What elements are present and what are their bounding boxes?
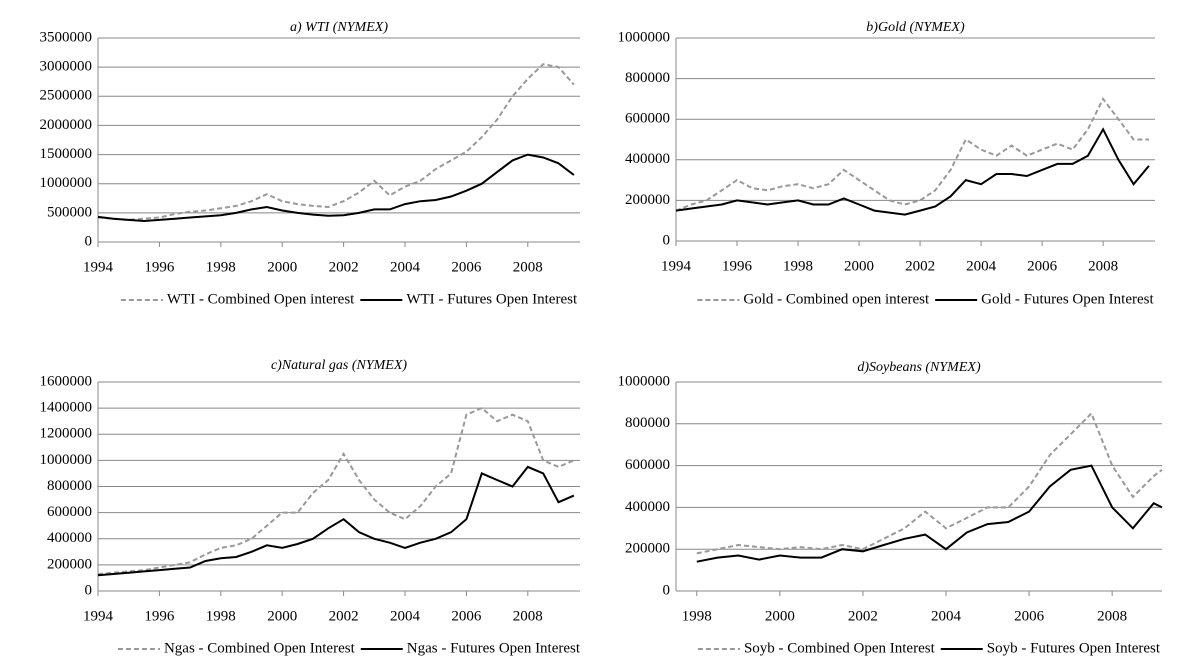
chart-title: d)Soybeans (NYMEX): [857, 360, 981, 375]
y-tick-label: 0: [663, 582, 671, 598]
x-tick-label: 1998: [682, 608, 712, 624]
x-tick-label: 2000: [765, 608, 795, 624]
legend-label: Soyb - Futures Open Interest: [987, 640, 1161, 656]
y-tick-label: 600000: [625, 111, 670, 127]
x-tick-label: 1994: [83, 259, 114, 275]
chart-title: b)Gold (NYMEX): [866, 20, 965, 35]
y-tick-label: 3500000: [40, 29, 93, 45]
x-tick-label: 1998: [206, 608, 236, 624]
y-tick-label: 800000: [625, 70, 670, 86]
x-tick-label: 1994: [83, 608, 114, 624]
y-tick-label: 1000000: [40, 452, 93, 468]
y-tick-label: 200000: [47, 556, 92, 572]
y-tick-label: 1000000: [618, 373, 671, 389]
x-tick-label: 2000: [267, 608, 297, 624]
legend-label: Ngas - Combined Open Interest: [164, 640, 356, 656]
y-tick-label: 800000: [625, 415, 670, 431]
x-tick-label: 2006: [1027, 258, 1058, 274]
legend-label: Gold - Futures Open Interest: [981, 291, 1154, 307]
x-tick-label: 2000: [844, 258, 874, 274]
y-tick-label: 1500000: [40, 146, 93, 162]
data-line: [675, 97, 1149, 212]
y-tick-label: 400000: [47, 530, 92, 546]
x-tick-label: 1994: [661, 258, 692, 274]
x-tick-label: 2004: [966, 258, 997, 274]
legend-label: Soyb - Combined Open Interest: [744, 640, 936, 656]
x-tick-label: 2006: [451, 608, 482, 624]
y-tick-label: 0: [85, 582, 93, 598]
y-tick-label: 1200000: [40, 426, 93, 442]
y-tick-label: 400000: [625, 151, 670, 167]
y-tick-label: 600000: [47, 504, 92, 520]
x-tick-label: 2002: [329, 608, 359, 624]
x-tick-label: 2004: [931, 608, 962, 624]
x-tick-label: 2002: [329, 259, 359, 275]
x-tick-label: 2008: [513, 608, 543, 624]
y-tick-label: 2500000: [40, 88, 93, 104]
data-line: [675, 127, 1150, 216]
x-tick-label: 2008: [513, 259, 543, 275]
x-tick-label: 2002: [905, 258, 935, 274]
y-tick-label: 3000000: [40, 59, 93, 75]
x-tick-label: 2002: [848, 608, 878, 624]
legend-label: WTI - Futures Open Interest: [406, 291, 578, 307]
x-tick-label: 2008: [1088, 258, 1118, 274]
data-line: [696, 411, 1163, 555]
chart-title: c)Natural gas (NYMEX): [271, 358, 407, 373]
x-tick-label: 1996: [722, 258, 753, 274]
y-tick-label: 200000: [625, 541, 670, 557]
x-tick-label: 2004: [390, 608, 421, 624]
legend-label: Ngas - Futures Open Interest: [407, 640, 581, 656]
data-line: [97, 465, 575, 577]
x-tick-label: 2006: [451, 259, 482, 275]
legend-label: WTI - Combined Open interest: [167, 291, 355, 307]
y-tick-label: 800000: [47, 478, 92, 494]
y-tick-label: 400000: [625, 499, 670, 515]
y-tick-label: 500000: [47, 204, 92, 220]
y-tick-label: 0: [663, 232, 671, 248]
x-tick-label: 2004: [390, 259, 421, 275]
y-tick-label: 200000: [625, 192, 670, 208]
data-line: [97, 63, 575, 221]
y-tick-label: 0: [85, 233, 93, 249]
data-line: [97, 153, 575, 223]
y-tick-label: 1600000: [40, 373, 93, 389]
y-tick-label: 1400000: [40, 400, 93, 416]
chart-title: a) WTI (NYMEX): [290, 20, 388, 35]
y-tick-label: 1000000: [618, 29, 671, 45]
x-tick-label: 1998: [206, 259, 236, 275]
x-tick-label: 2006: [1014, 608, 1045, 624]
legend-label: Gold - Combined open interest: [743, 291, 930, 307]
x-tick-label: 1996: [144, 608, 175, 624]
data-line: [696, 464, 1163, 563]
data-line: [97, 406, 575, 575]
x-tick-label: 2008: [1097, 608, 1127, 624]
x-tick-label: 1998: [783, 258, 813, 274]
x-tick-label: 1996: [144, 259, 175, 275]
y-tick-label: 2000000: [40, 117, 93, 133]
y-tick-label: 1000000: [40, 175, 93, 191]
x-tick-label: 2000: [267, 259, 297, 275]
y-tick-label: 600000: [625, 457, 670, 473]
